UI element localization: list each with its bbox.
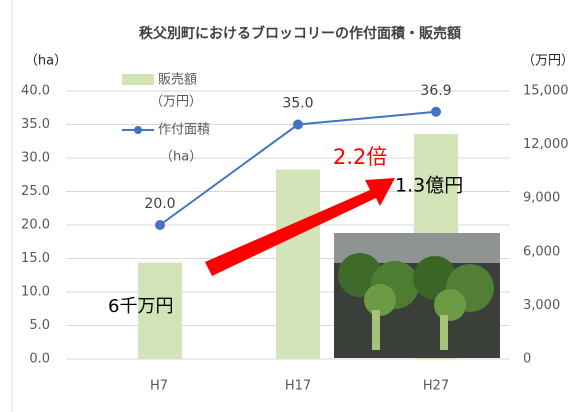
y-tick-label: 30.0 xyxy=(21,151,50,166)
annotation: 6千万円 xyxy=(108,296,173,317)
bar xyxy=(276,170,320,359)
y-tick-label: 5.0 xyxy=(29,318,50,333)
point xyxy=(155,220,165,230)
legend-label: 作付面積 xyxy=(158,123,210,138)
annotation: 2.2倍 xyxy=(333,145,387,169)
legend-swatch xyxy=(134,126,142,134)
y2-tick-label: 3,000 xyxy=(523,298,560,313)
chart-title: 秩父別町におけるブロッコリーの作付面積・販売額 xyxy=(139,25,461,42)
x-tick-label: H7 xyxy=(150,379,168,394)
y-tick-label: 25.0 xyxy=(21,184,50,199)
photo xyxy=(334,233,500,358)
legend-unit: （ha） xyxy=(160,150,202,165)
x-tick-label: H27 xyxy=(423,379,449,394)
annotation: 1.3億円 xyxy=(395,175,463,197)
y-tick-label: 20.0 xyxy=(21,218,50,233)
y-tick-label: 35.0 xyxy=(21,117,50,132)
y2-tick-label: 9,000 xyxy=(523,191,560,206)
legend-swatch xyxy=(122,74,154,85)
y-axis-label: （ha） xyxy=(25,54,67,69)
x-tick-label: H17 xyxy=(285,379,311,394)
legend-unit: （万円） xyxy=(150,95,202,110)
data-label: 36.9 xyxy=(420,83,451,99)
y2-axis-label: （万円） xyxy=(522,54,574,69)
chart: 秩父別町におけるブロッコリーの作付面積・販売額 （ha） （万円） 20.0 35… xyxy=(0,0,579,412)
point xyxy=(293,120,303,130)
data-label: 20.0 xyxy=(144,196,175,212)
data-label: 35.0 xyxy=(282,96,313,112)
y2-tick-label: 15,000 xyxy=(523,84,569,99)
y-tick-label: 15.0 xyxy=(21,251,50,266)
y2-tick-label: 0 xyxy=(523,352,531,367)
y2-tick-label: 12,000 xyxy=(523,137,569,152)
y-tick-label: 10.0 xyxy=(21,285,50,300)
point xyxy=(431,107,441,117)
legend-label: 販売額 xyxy=(158,72,197,88)
y2-tick-label: 6,000 xyxy=(523,244,560,259)
y-tick-label: 0.0 xyxy=(29,352,50,367)
y-tick-label: 40.0 xyxy=(21,84,50,99)
